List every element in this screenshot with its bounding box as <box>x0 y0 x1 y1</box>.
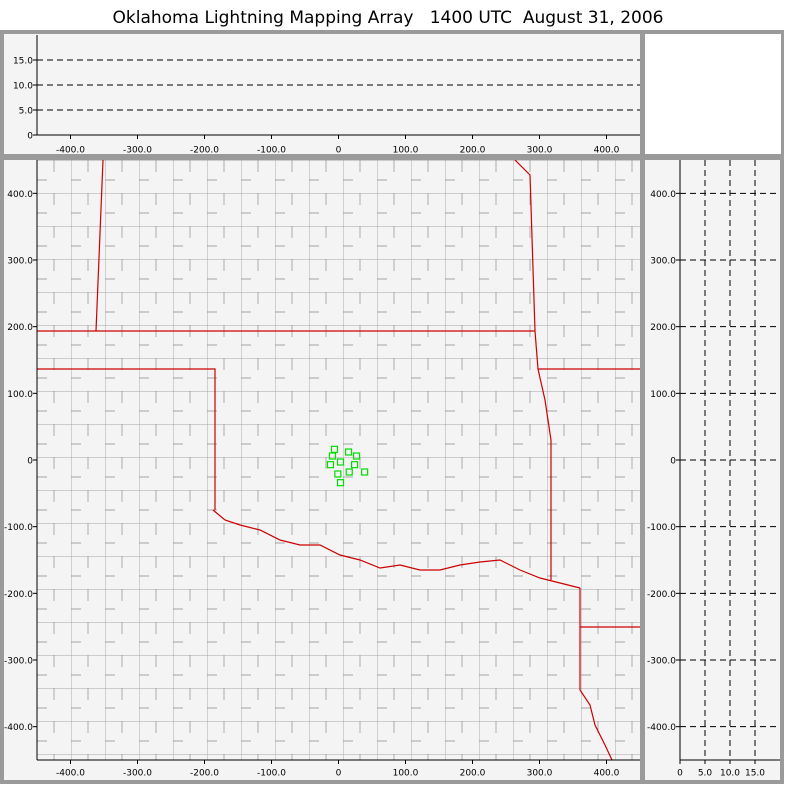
y-tick-label: 200.0 <box>7 323 33 333</box>
x-tick-label: 200.0 <box>460 146 486 156</box>
y-tick-label: -400.0 <box>647 723 676 733</box>
x-tick-label: -200.0 <box>190 769 219 779</box>
lightning-source <box>334 470 342 478</box>
x-tick-label: 200.0 <box>460 769 486 779</box>
chart-title: Oklahoma Lightning Mapping Array 1400 UT… <box>113 8 664 28</box>
x-tick-label: 10.0 <box>720 769 740 779</box>
x-tick-label: 0 <box>336 769 342 779</box>
y-tick-label: -100.0 <box>647 523 676 533</box>
y-tick-label: 400.0 <box>7 190 33 200</box>
lightning-source <box>361 468 369 476</box>
x-tick-label: 0 <box>336 146 342 156</box>
x-tick-label: 15.0 <box>745 769 765 779</box>
x-tick-label: -400.0 <box>56 769 85 779</box>
lightning-source <box>336 479 345 487</box>
lightning-source <box>344 448 353 456</box>
x-tick-label: -100.0 <box>257 769 286 779</box>
corner-panel <box>645 34 781 154</box>
x-tick-label: 100.0 <box>393 146 419 156</box>
x-tick-label: 300.0 <box>527 146 553 156</box>
x-tick-label: -300.0 <box>123 146 152 156</box>
x-tick-label: -300.0 <box>123 769 152 779</box>
state-line <box>95 160 104 332</box>
y-tick-label: 15.0 <box>13 57 33 67</box>
y-tick-label: 400.0 <box>650 190 676 200</box>
y-tick-label: 0 <box>670 457 676 467</box>
county-lines <box>37 160 640 760</box>
y-tick-label: -300.0 <box>4 657 33 667</box>
x-tick-label: 5.0 <box>698 769 713 779</box>
x-tick-label: 400.0 <box>594 146 620 156</box>
separator <box>2 154 782 160</box>
state-line <box>37 368 216 510</box>
x-tick-label: 100.0 <box>393 769 419 779</box>
lightning-source <box>352 452 361 460</box>
y-tick-label: 100.0 <box>7 390 33 400</box>
x-tick-label: 400.0 <box>594 769 620 779</box>
y-tick-label: 10.0 <box>13 82 33 92</box>
y-tick-label: -400.0 <box>4 723 33 733</box>
y-tick-label: -200.0 <box>647 590 676 600</box>
y-tick-label: 200.0 <box>650 323 676 333</box>
y-tick-label: 300.0 <box>650 257 676 267</box>
y-tick-label: -300.0 <box>647 657 676 667</box>
lightning-source <box>345 468 353 476</box>
x-tick-label: -100.0 <box>257 146 286 156</box>
separator <box>640 32 645 782</box>
y-tick-label: -100.0 <box>4 523 33 533</box>
y-tick-label: 5.0 <box>19 107 34 117</box>
state-lines <box>37 160 640 760</box>
lightning-source <box>326 461 335 469</box>
y-tick-label: 0 <box>27 457 33 467</box>
x-tick-label: 300.0 <box>527 769 553 779</box>
y-tick-label: -200.0 <box>4 590 33 600</box>
state-line <box>212 509 581 589</box>
x-tick-label: -400.0 <box>56 146 85 156</box>
lightning-source <box>328 452 337 460</box>
lightning-source <box>330 445 339 453</box>
y-tick-label: 100.0 <box>650 390 676 400</box>
state-line <box>579 588 613 760</box>
lightning-source <box>336 458 345 466</box>
x-tick-label: 0 <box>677 769 683 779</box>
y-tick-label: 300.0 <box>7 257 33 267</box>
lightning-source <box>350 461 359 469</box>
map <box>37 160 640 760</box>
x-tick-label: -200.0 <box>190 146 219 156</box>
y-tick-label: 0 <box>27 132 33 142</box>
